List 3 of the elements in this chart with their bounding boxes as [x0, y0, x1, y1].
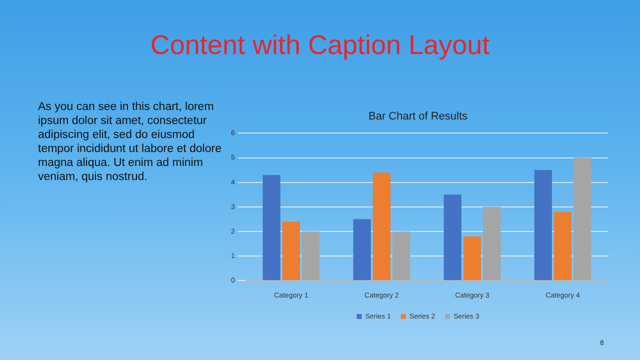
chart-title: Bar Chart of Results: [368, 110, 468, 123]
text: As you can see in this chart, lorem ipsum dolor sit amet, consectetur adipiscing elit, sed do eiusmod tempor incididunt ut labore et dolore magna aliqua. Ut enim ad minim veniam, quis nostrud.: [38, 100, 222, 184]
text: Content with Caption Layout: [149, 30, 491, 61]
